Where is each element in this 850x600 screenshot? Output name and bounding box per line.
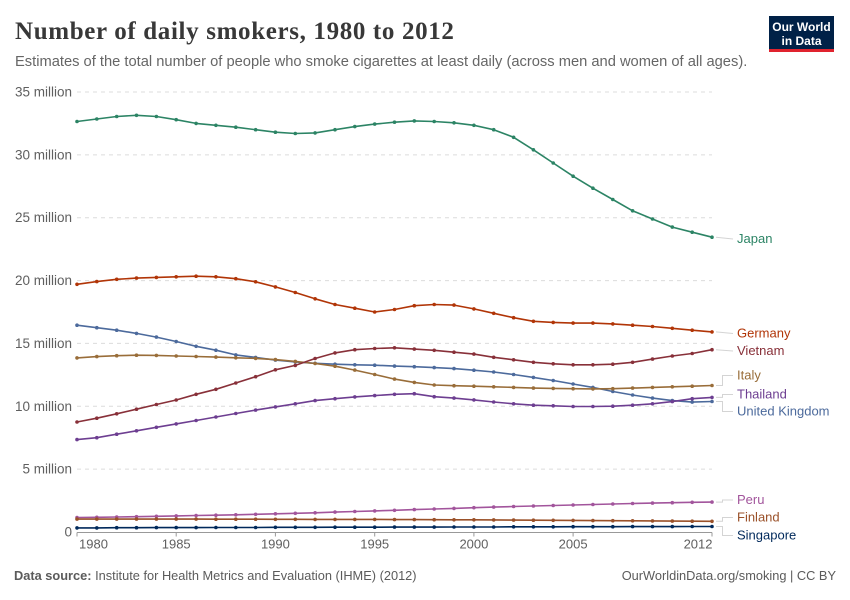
svg-text:25 million: 25 million <box>15 210 72 225</box>
svg-text:Singapore: Singapore <box>737 528 796 543</box>
svg-text:5 million: 5 million <box>22 462 72 477</box>
svg-text:1980: 1980 <box>79 537 108 552</box>
svg-text:1995: 1995 <box>360 537 389 552</box>
svg-text:Italy: Italy <box>737 368 761 383</box>
svg-text:20 million: 20 million <box>15 273 72 288</box>
svg-text:10 million: 10 million <box>15 399 72 414</box>
svg-text:30 million: 30 million <box>15 147 72 162</box>
svg-text:Thailand: Thailand <box>737 387 787 402</box>
svg-text:1990: 1990 <box>261 537 290 552</box>
svg-text:0: 0 <box>64 525 72 540</box>
svg-text:35 million: 35 million <box>15 85 72 100</box>
svg-text:2012: 2012 <box>684 537 713 552</box>
svg-text:Peru: Peru <box>737 492 764 507</box>
svg-text:Finland: Finland <box>737 510 780 525</box>
svg-text:2000: 2000 <box>459 537 488 552</box>
svg-text:1985: 1985 <box>162 537 191 552</box>
svg-text:Germany: Germany <box>737 326 791 341</box>
svg-text:Japan: Japan <box>737 231 772 246</box>
svg-text:2005: 2005 <box>559 537 588 552</box>
svg-text:15 million: 15 million <box>15 336 72 351</box>
svg-text:Vietnam: Vietnam <box>737 343 784 358</box>
svg-text:United Kingdom: United Kingdom <box>737 404 830 419</box>
